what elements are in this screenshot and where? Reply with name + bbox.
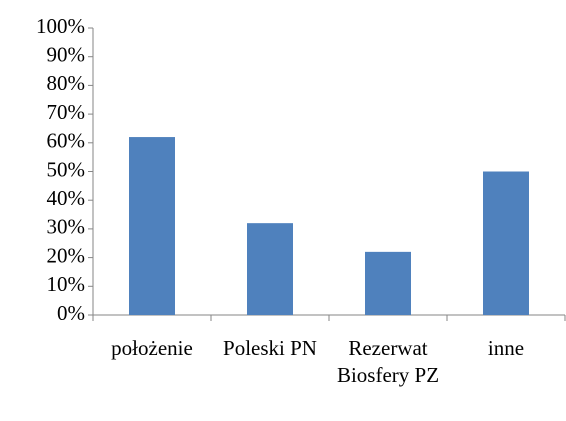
y-tick-label: 60% xyxy=(47,129,86,153)
bar xyxy=(483,171,529,315)
x-tick-label: Rezerwat Biosfery PZ xyxy=(336,336,440,387)
y-tick-label: 10% xyxy=(47,272,86,296)
bar xyxy=(129,137,175,315)
y-tick-label: 50% xyxy=(47,157,86,181)
y-tick-label: 30% xyxy=(47,215,86,239)
y-tick-label: 20% xyxy=(47,243,86,267)
bar xyxy=(247,223,293,315)
bar xyxy=(365,251,411,315)
y-tick-label: 40% xyxy=(47,186,86,210)
x-tick-label: Poleski PN xyxy=(223,336,317,360)
y-tick-label: 80% xyxy=(47,71,86,95)
x-tick-label: położenie xyxy=(111,336,193,360)
y-tick-label: 70% xyxy=(47,100,86,124)
y-tick-label: 100% xyxy=(36,14,85,38)
x-tick-label: inne xyxy=(487,336,525,360)
y-tick-label: 0% xyxy=(57,301,85,325)
y-tick-label: 90% xyxy=(47,43,86,67)
